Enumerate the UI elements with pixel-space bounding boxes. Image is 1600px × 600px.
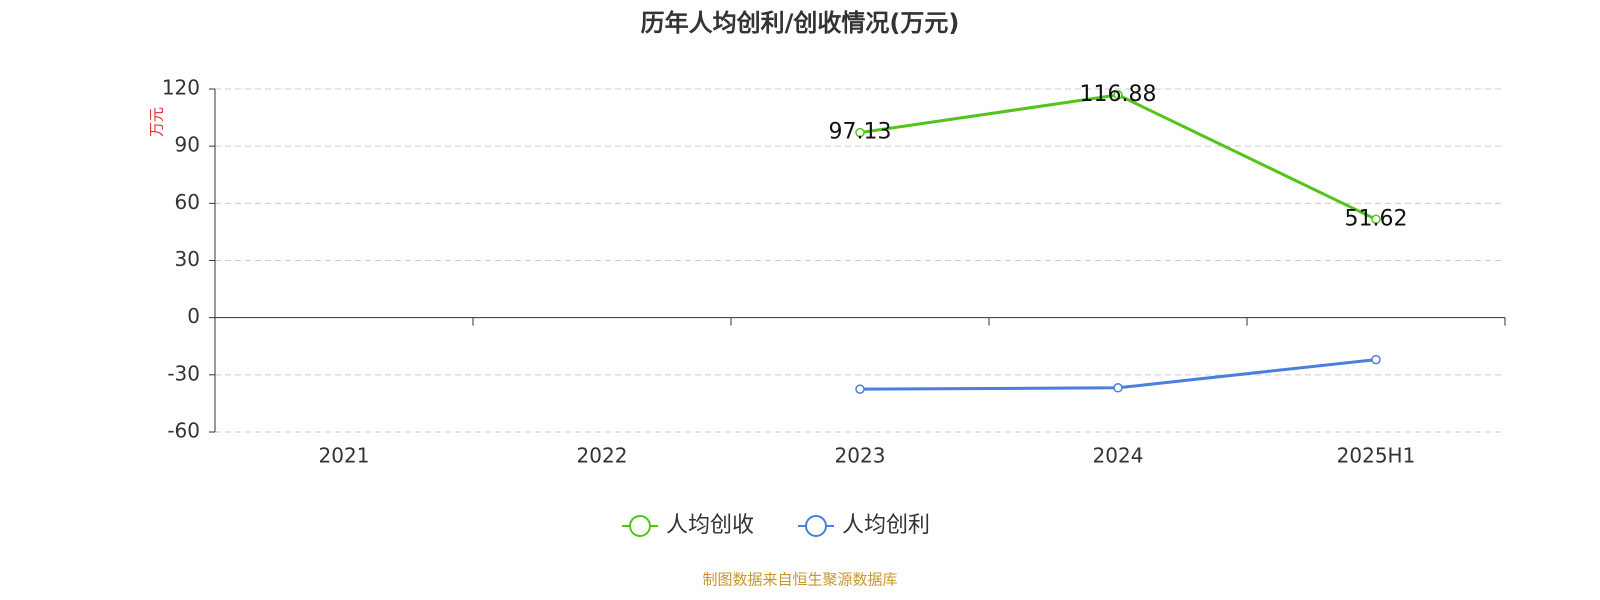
- legend-marker: [629, 515, 651, 537]
- y-tick-label: -30: [167, 361, 200, 385]
- x-tick-label: 2023: [835, 444, 886, 468]
- data-point: [855, 384, 865, 394]
- legend-marker: [805, 515, 827, 537]
- y-tick-label: 0: [187, 304, 200, 328]
- y-tick-label: -60: [167, 419, 200, 443]
- data-point: [1113, 383, 1123, 393]
- x-tick-label: 2021: [319, 444, 370, 468]
- x-tick-label: 2025H1: [1337, 444, 1416, 468]
- y-tick-label: 30: [175, 247, 200, 271]
- chart-title: 历年人均创利/创收情况(万元): [641, 9, 960, 37]
- data-point: [1113, 90, 1123, 100]
- data-label: 97.13: [829, 120, 892, 145]
- source-note: 制图数据来自恒生聚源数据库: [702, 571, 897, 589]
- y-tick-label: 120: [162, 76, 200, 100]
- legend-label: 人均创收: [666, 513, 754, 538]
- data-point: [855, 127, 865, 138]
- y-tick-label: 60: [175, 190, 200, 214]
- data-point: [1371, 214, 1381, 225]
- y-axis-label: 万元: [148, 107, 166, 137]
- legend-label: 人均创利: [842, 513, 930, 538]
- y-tick-label: 90: [175, 133, 200, 157]
- x-tick-label: 2024: [1093, 444, 1144, 468]
- data-label: 116.88: [1080, 82, 1157, 107]
- x-tick-label: 2022: [577, 444, 628, 468]
- series-line: [859, 93, 1377, 221]
- data-point: [1371, 354, 1381, 365]
- data-label: 51.62: [1345, 206, 1408, 231]
